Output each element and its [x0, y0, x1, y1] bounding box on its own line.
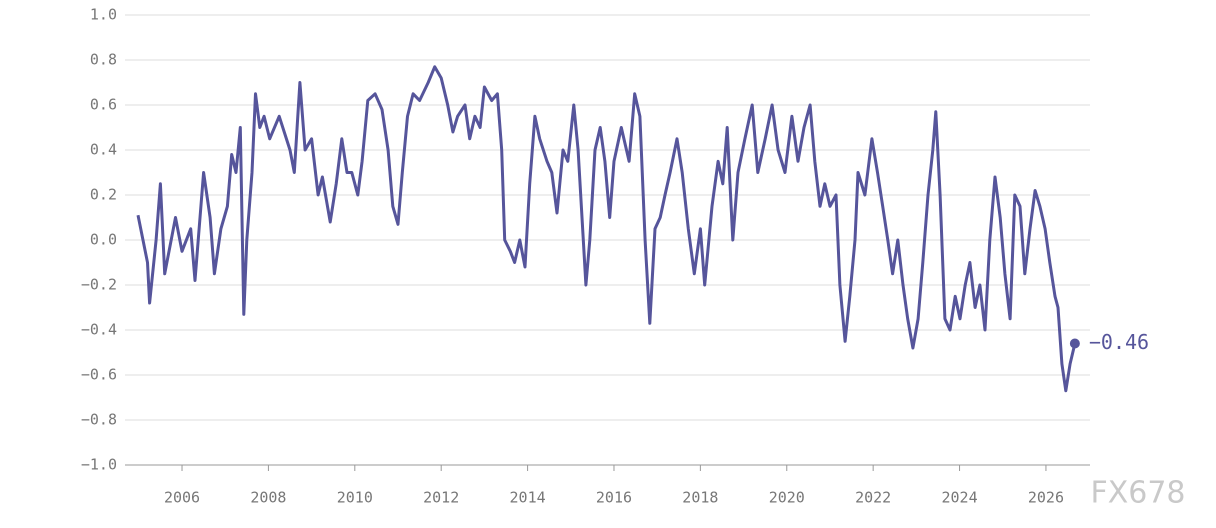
x-tick-label: 2014	[510, 489, 546, 507]
series-line	[136, 65, 1077, 393]
y-tick-label: 0.4	[90, 141, 117, 159]
x-tick-label: 2026	[1028, 489, 1064, 507]
x-tick-label: 2012	[423, 489, 459, 507]
y-tick-label: 0.6	[90, 96, 117, 114]
y-tick-label: −1.0	[81, 456, 117, 474]
y-tick-label: −0.6	[81, 366, 117, 384]
y-tick-label: 0.2	[90, 186, 117, 204]
y-tick-label: −0.4	[81, 321, 117, 339]
x-tick-label: 2018	[682, 489, 718, 507]
x-tick-label: 2022	[855, 489, 891, 507]
y-tick-label: 1.0	[90, 6, 117, 24]
x-tick-label: 2010	[337, 489, 373, 507]
y-tick-label: 0.0	[90, 231, 117, 249]
x-tick-label: 2024	[941, 489, 977, 507]
end-label: −0.46	[1089, 330, 1149, 354]
y-tick-label: 0.8	[90, 51, 117, 69]
y-tick-label: −0.2	[81, 276, 117, 294]
watermark: FX678	[1090, 476, 1185, 511]
end-dot	[1069, 338, 1080, 349]
x-tick-label: 2016	[596, 489, 632, 507]
y-tick-label: −0.8	[81, 411, 117, 429]
x-tick-label: 2020	[769, 489, 805, 507]
x-tick-label: 2008	[250, 489, 286, 507]
x-tick-label: 2006	[164, 489, 200, 507]
